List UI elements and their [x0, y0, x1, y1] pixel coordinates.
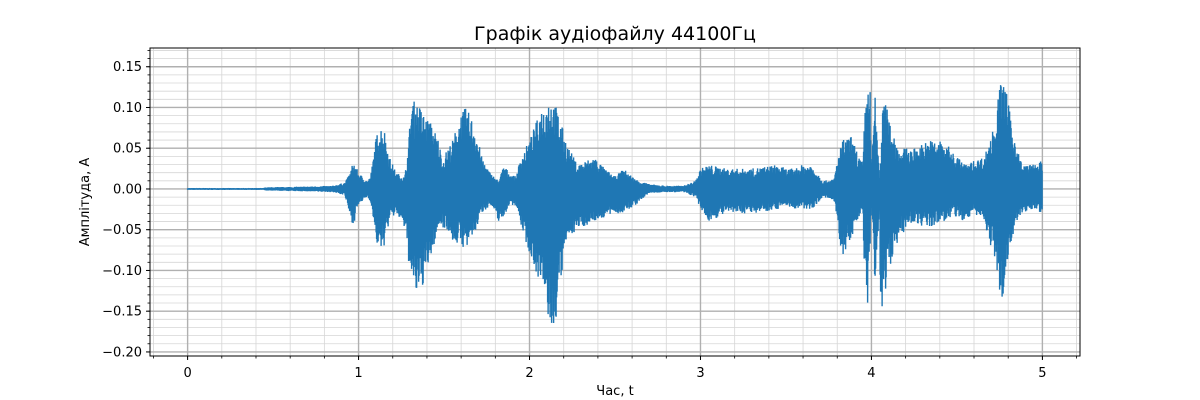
y-tick-label: −0.10 [102, 264, 142, 279]
x-axis-label: Час, t [596, 384, 633, 399]
plot-frame [149, 47, 1081, 357]
x-axis: 0 1 2 3 4 5 [153, 356, 1077, 381]
y-axis: −0.20 −0.15 −0.10 −0.05 0.00 0.05 0.10 0.15 [102, 50, 150, 360]
x-tick-label: 1 [354, 366, 362, 381]
y-tick-label: −0.05 [102, 223, 142, 238]
y-tick-label: −0.15 [102, 305, 142, 320]
series-layer [186, 85, 1043, 323]
y-axis-label: Амплітуда, A [78, 158, 93, 247]
x-tick-label: 4 [867, 366, 875, 381]
y-tick-label: 0.10 [113, 101, 142, 116]
x-tick-label: 5 [1038, 366, 1046, 381]
x-tick-label: 2 [525, 366, 533, 381]
y-tick-label: 0.05 [113, 142, 142, 157]
waveform-line [186, 85, 1043, 323]
x-tick-label: 0 [183, 366, 191, 381]
chart-title: Графік аудіофайлу 44100Гц [474, 23, 756, 45]
y-tick-label: −0.20 [102, 345, 142, 360]
y-tick-label: 0.00 [113, 182, 142, 197]
y-tick-label: 0.15 [113, 60, 142, 75]
x-tick-label: 3 [696, 366, 704, 381]
